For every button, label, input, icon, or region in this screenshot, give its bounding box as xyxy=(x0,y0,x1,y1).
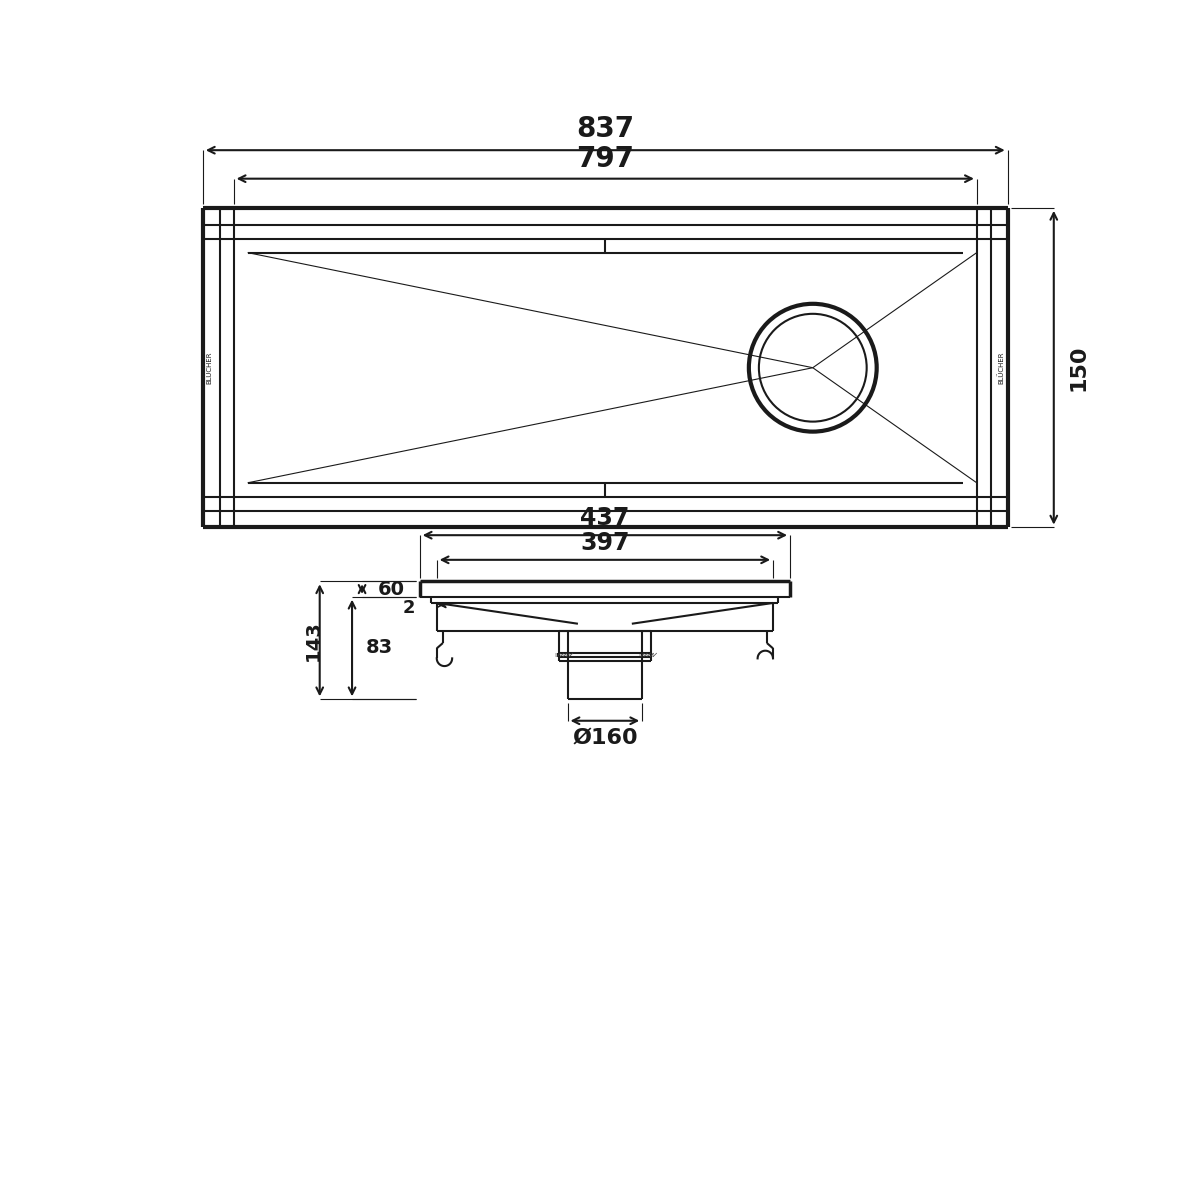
Text: 437: 437 xyxy=(580,507,629,530)
Text: 143: 143 xyxy=(304,620,324,660)
Text: 60: 60 xyxy=(378,580,404,599)
Bar xyxy=(639,653,654,657)
Text: 83: 83 xyxy=(366,639,393,658)
Text: 2: 2 xyxy=(403,599,416,616)
Bar xyxy=(555,653,570,657)
Text: 797: 797 xyxy=(576,144,634,172)
Text: 397: 397 xyxy=(580,531,629,555)
Text: Ø160: Ø160 xyxy=(572,727,638,748)
Text: BLÜCHER: BLÜCHER xyxy=(998,352,1005,384)
Text: 837: 837 xyxy=(576,115,634,143)
Text: BLÜCHER: BLÜCHER xyxy=(205,352,213,384)
Text: 150: 150 xyxy=(1069,345,1089,391)
